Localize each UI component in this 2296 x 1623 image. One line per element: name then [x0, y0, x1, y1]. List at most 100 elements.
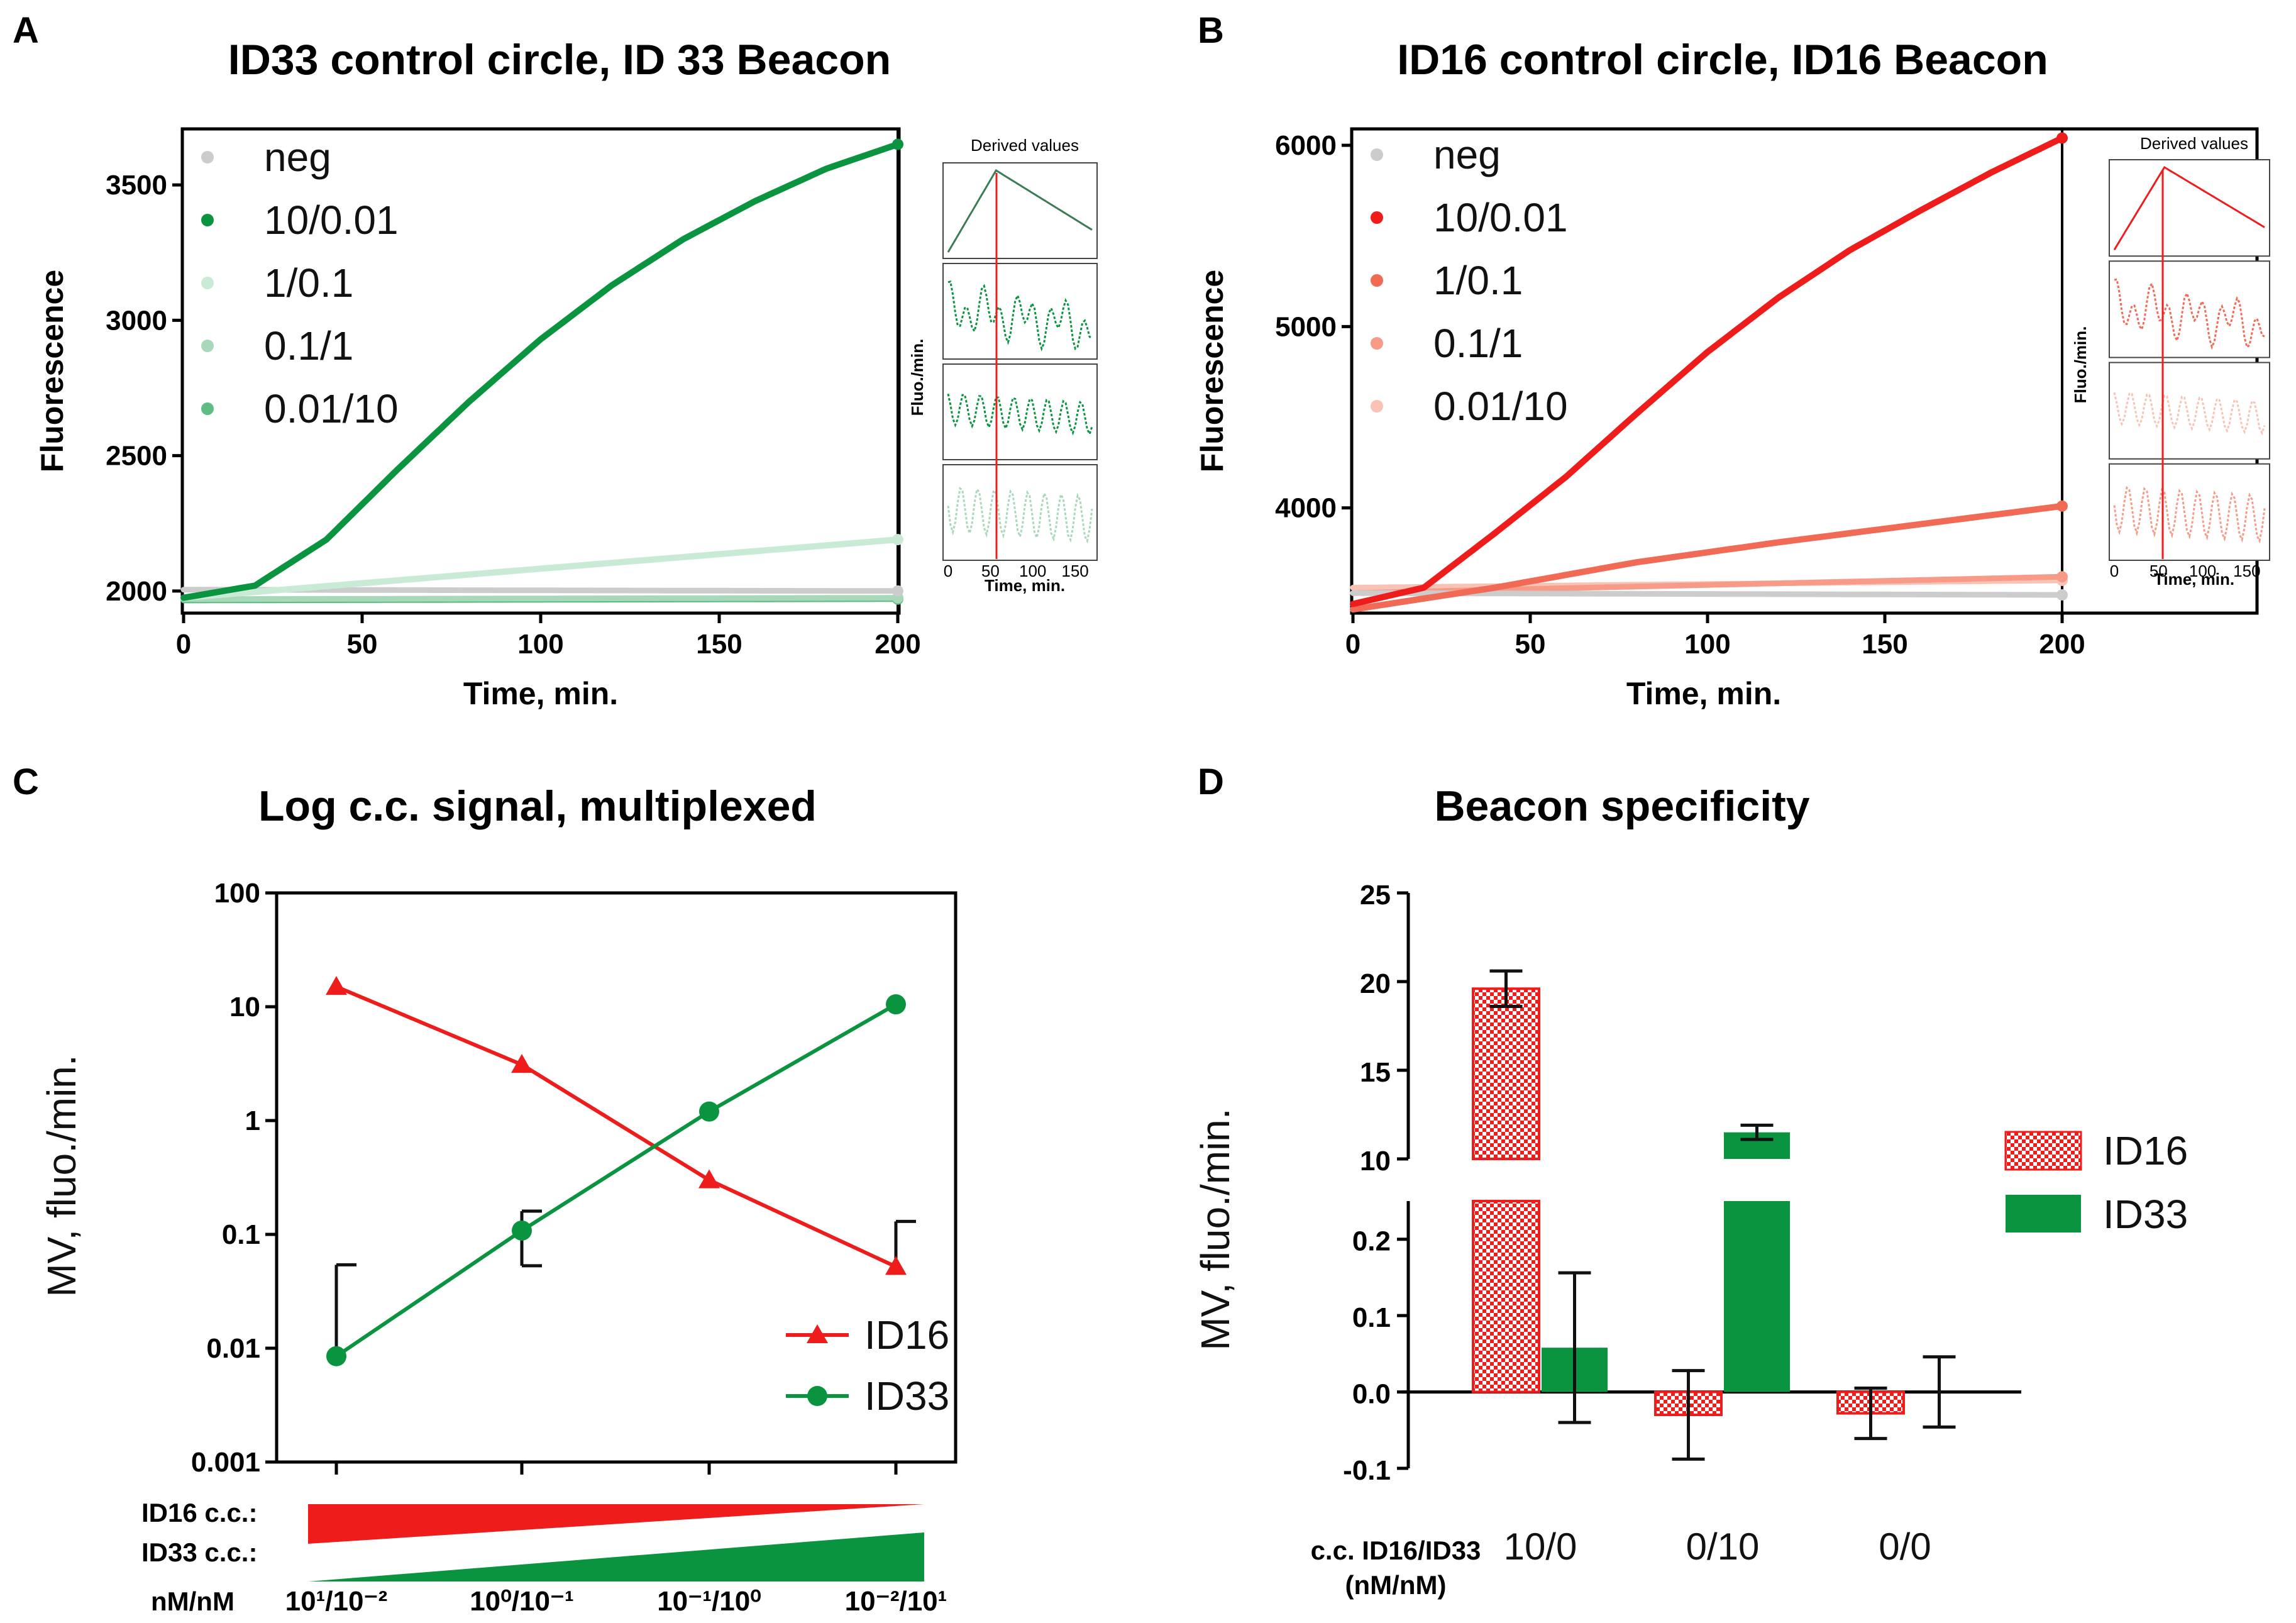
chart-title-d: Beacon specificity [1434, 782, 1809, 830]
legend-marker [1371, 148, 1383, 161]
legend-label: 1/0.1 [1433, 258, 1523, 303]
series-line-10-0-01 [180, 141, 901, 601]
inset-trace [947, 486, 1093, 544]
y-tick-label: 25 [1360, 880, 1391, 911]
inset-xlabel-b: Time, min. [2154, 570, 2234, 589]
concentration-gradient: ID16 c.c.: ID33 c.c.: nM/nM [141, 1498, 924, 1616]
inset-ylabel-b: Fluo./min. [2071, 326, 2090, 404]
inset-ylabel-a: Fluo./min. [908, 339, 927, 416]
y-axis-title-d: MV, fluo./min. [1193, 1108, 1238, 1350]
cc-condition-label-line2: (nM/nM) [1345, 1570, 1447, 1600]
inset-subplot-frame [2109, 362, 2270, 460]
y-axis-title-c: MV, fluo./min. [39, 1055, 84, 1297]
inset-title-a: Derived values [971, 136, 1079, 155]
legend-label: neg [264, 135, 331, 180]
panel-letter-d: D [1198, 762, 1224, 802]
x-tick-label: 0 [1345, 629, 1360, 660]
inset-b: Derived values Fluo./min. Time, min. 0 50… [2071, 134, 2270, 589]
x-tick-label: 150 [1862, 629, 1907, 660]
inset-trace [2113, 165, 2265, 251]
series-line-1-0-1 [180, 536, 901, 601]
x-tick-label: 150 [696, 629, 742, 660]
inset-subplot-frame [942, 162, 1098, 259]
series-end-dot [892, 585, 903, 597]
y-tick-label: 3000 [106, 305, 167, 336]
inset-x-tick: 50 [981, 562, 1000, 580]
y-tick-label: 0.0 [1352, 1379, 1391, 1410]
y-tick-label: 100 [214, 878, 260, 909]
panel-letter-a: A [13, 10, 39, 51]
legend-label: 10/0.01 [264, 197, 399, 243]
x-category-label: 0/0 [1879, 1526, 1931, 1568]
series-line-1-0-1 [1350, 502, 2065, 613]
legend-marker [201, 340, 214, 352]
id16-point [698, 1169, 720, 1188]
inset-trace [947, 169, 1093, 253]
legend-label-id33: ID33 [2103, 1192, 2188, 1237]
legend-label: 0.1/1 [1433, 321, 1523, 366]
inset-trace [947, 393, 1093, 436]
y-tick-label: 4000 [1275, 493, 1337, 524]
series-end-dot [892, 534, 903, 546]
y-axis-title-b: Fluorescence [1195, 270, 1230, 472]
chart-title-a: ID33 control circle, ID 33 Beacon [228, 36, 891, 84]
plot-frame-c [275, 891, 958, 1464]
x-category-label: 10/0 [1504, 1526, 1577, 1568]
y-tick-label: 6000 [1275, 130, 1337, 161]
x-category-label: 0/10 [1686, 1526, 1760, 1568]
legend-label: 0.1/1 [264, 323, 353, 368]
legend-marker [201, 277, 214, 289]
id33-point [512, 1220, 532, 1241]
inset-subplot-frame [942, 363, 1098, 460]
inset-subplot-frame [2109, 260, 2270, 358]
bar-id16-upper [1472, 987, 1540, 1161]
y-axis-title-a: Fluorescence [35, 270, 70, 472]
y-tick-label: 0.1 [222, 1219, 260, 1250]
x-tick-label: 200 [875, 629, 920, 660]
legend-marker [1371, 211, 1383, 224]
y-tick-label: 0.1 [1352, 1302, 1391, 1333]
legend-marker [201, 214, 214, 226]
id33-point [326, 1346, 346, 1366]
legend-swatch-id33 [2006, 1195, 2081, 1232]
inset-trace [2114, 278, 2265, 350]
inset-x-tick: 0 [944, 562, 952, 580]
y-tick-label: 2000 [106, 576, 167, 607]
legend-marker [201, 402, 214, 415]
legend-label-id33: ID33 [864, 1373, 949, 1419]
series-line-10-0-01 [1350, 135, 2065, 607]
legend-marker [1371, 274, 1383, 287]
legend-label: 10/0.01 [1433, 195, 1568, 240]
id33-point [699, 1101, 719, 1122]
x-tick-label: 50 [1515, 629, 1546, 660]
series-end-dot [892, 138, 903, 150]
legend-marker-id33 [807, 1386, 827, 1406]
x-category-label: 10⁻²/10¹ [845, 1586, 947, 1617]
id16-point [511, 1054, 533, 1073]
id33-point [886, 994, 906, 1015]
id16-point [885, 1256, 907, 1275]
series-end-dot [2056, 589, 2068, 601]
inset-trace [947, 280, 1093, 352]
x-tick-label: 100 [517, 629, 563, 660]
panel-a: A ID33 control circle, ID 33 Beacon 2000… [13, 10, 1098, 711]
id16-point [326, 976, 347, 995]
chart-title-c: Log c.c. signal, multiplexed [258, 782, 817, 830]
legend-label: 1/0.1 [264, 260, 353, 306]
series-end-dot [2056, 571, 2068, 583]
y-tick-label: 3500 [106, 170, 167, 201]
id33-cc-label: ID33 c.c.: [141, 1537, 257, 1567]
legend-label: 0.01/10 [264, 386, 399, 431]
legend-marker [201, 151, 214, 163]
panel-b: B ID16 control circle, ID16 Beacon 4000 5… [1195, 10, 2270, 711]
inset-subplot-frame [2109, 159, 2270, 257]
panel-letter-c: C [13, 762, 39, 802]
inset-x-tick: 100 [2189, 562, 2216, 580]
inset-x-tick: 0 [2110, 562, 2119, 580]
series-line-id16 [335, 985, 897, 1269]
cc-condition-label-line1: c.c. ID16/ID33 [1311, 1536, 1481, 1565]
y-tick-label: 5000 [1275, 311, 1337, 342]
y-tick-label: 0.001 [191, 1447, 260, 1478]
inset-title-b: Derived values [2140, 134, 2248, 153]
